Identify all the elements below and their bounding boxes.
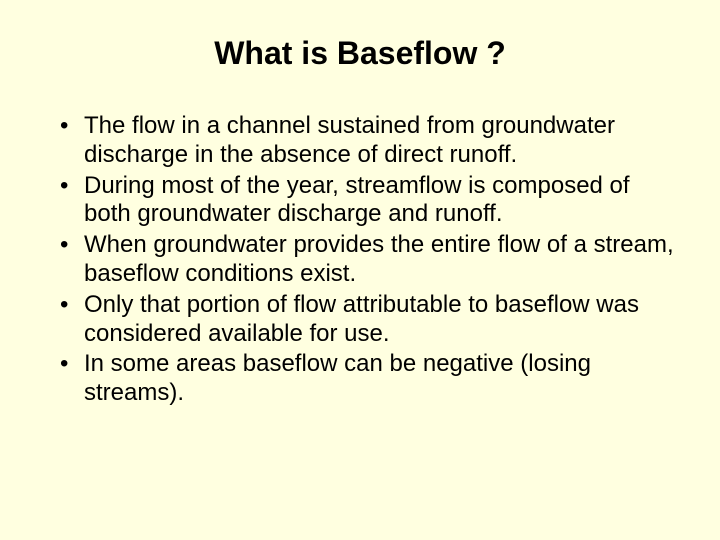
slide-title: What is Baseflow ? [40, 35, 680, 72]
bullet-item: During most of the year, streamflow is c… [60, 172, 680, 230]
bullet-list: The flow in a channel sustained from gro… [40, 112, 680, 408]
bullet-item: When groundwater provides the entire flo… [60, 231, 680, 289]
bullet-item: In some areas baseflow can be negative (… [60, 350, 680, 408]
slide-container: What is Baseflow ? The flow in a channel… [0, 0, 720, 540]
bullet-item: Only that portion of flow attributable t… [60, 291, 680, 349]
bullet-item: The flow in a channel sustained from gro… [60, 112, 680, 170]
